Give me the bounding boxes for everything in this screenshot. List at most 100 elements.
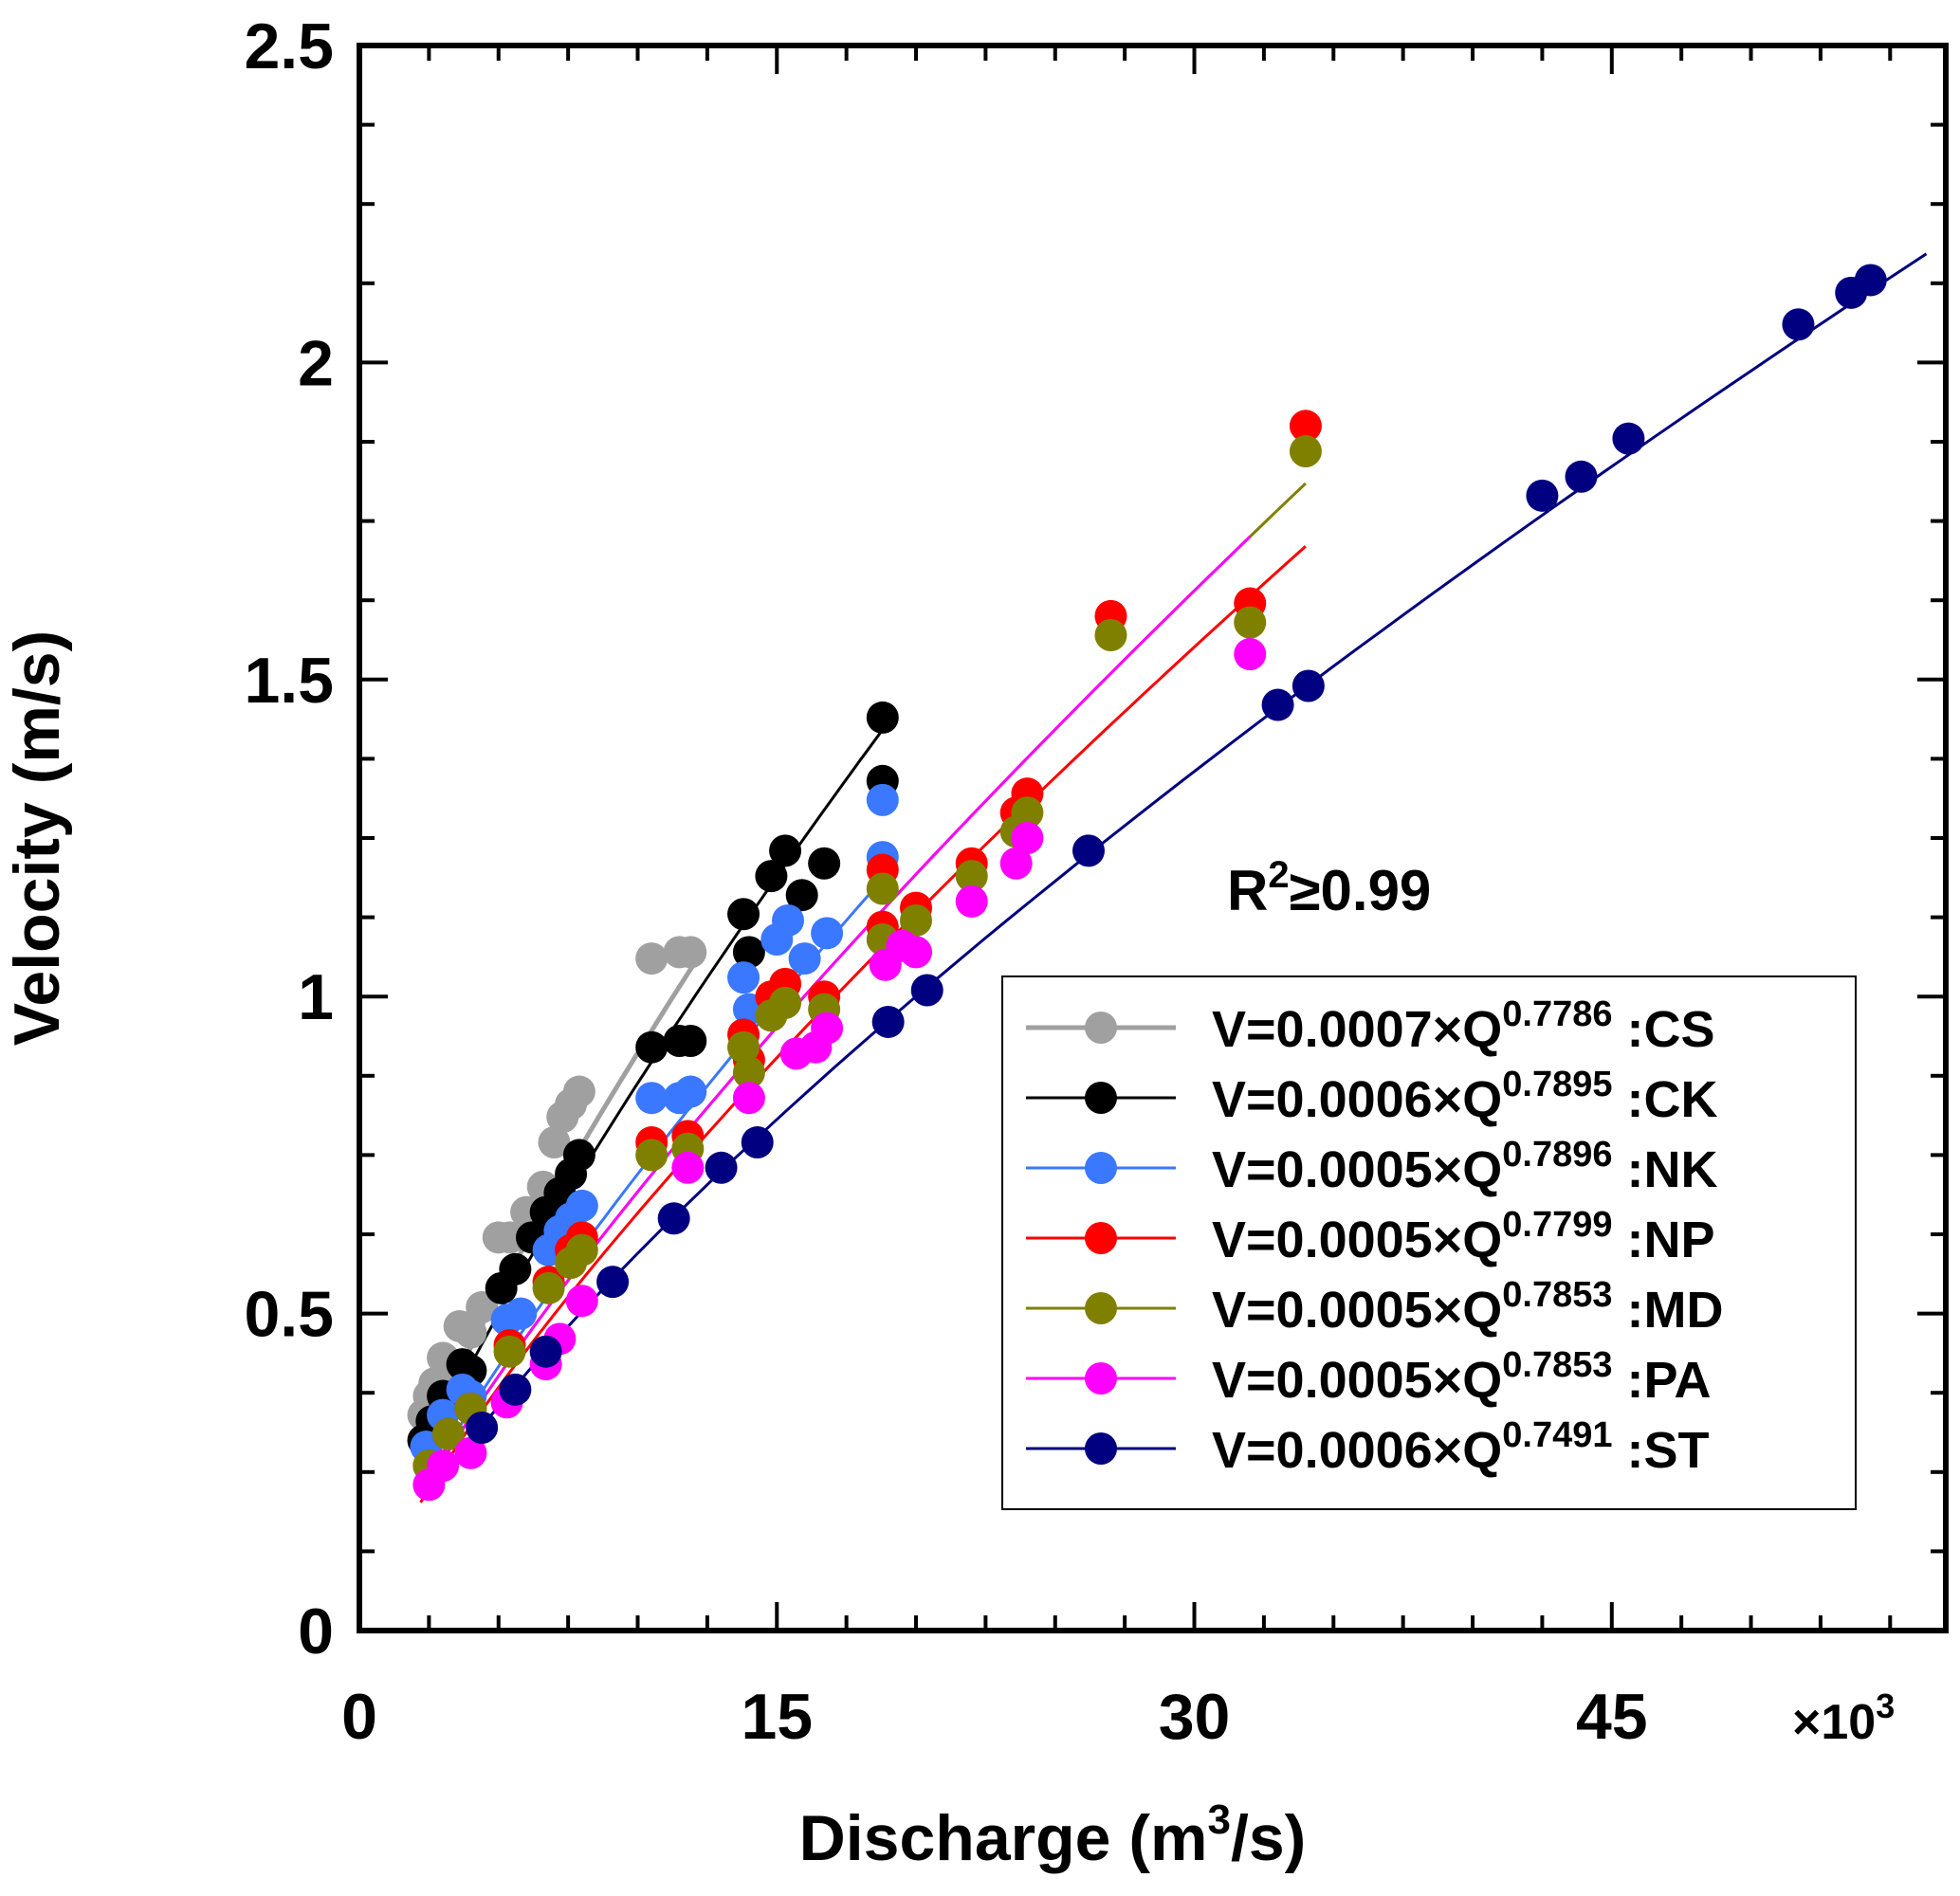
point-cs	[454, 1316, 487, 1349]
legend-label-md: V=0.0005×Q0.7853 :MD	[1212, 1275, 1723, 1339]
point-st	[657, 1202, 690, 1235]
legend-label-exponent: 0.7896	[1502, 1135, 1612, 1175]
point-pa	[1234, 638, 1267, 671]
point-md	[866, 872, 899, 905]
point-nk	[772, 903, 805, 937]
x-tick-label: 30	[1159, 1681, 1231, 1753]
point-pa	[427, 1449, 460, 1483]
legend-label-exponent: 0.7491	[1502, 1415, 1612, 1455]
legend-label-station: :NK	[1613, 1141, 1718, 1198]
tick-labels: 0 15 30 45 0 0.5 1 1.5 2 2.5	[244, 10, 1647, 1753]
legend-label-base: V=0.0006×Q	[1212, 1422, 1502, 1479]
point-ck	[635, 1030, 669, 1064]
legend-label-exponent: 0.7799	[1502, 1205, 1612, 1245]
point-md	[1011, 796, 1044, 830]
point-md	[732, 1056, 765, 1089]
point-st	[596, 1266, 630, 1299]
point-pa	[454, 1436, 487, 1469]
point-md	[532, 1271, 565, 1304]
point-st	[1612, 422, 1645, 455]
legend-label-exponent: 0.7853	[1502, 1275, 1612, 1315]
point-st	[499, 1373, 532, 1406]
point-st	[1291, 669, 1325, 702]
point-st	[1854, 264, 1887, 297]
y-tick-label: 2	[298, 327, 334, 399]
x-axis-label-sup: 3	[1207, 1796, 1230, 1843]
point-ck	[674, 1025, 707, 1058]
legend-label-station: :MD	[1613, 1282, 1724, 1339]
point-nk	[504, 1297, 538, 1330]
point-st	[1565, 460, 1598, 493]
point-st	[529, 1335, 562, 1368]
legend-marker-pa	[1085, 1362, 1117, 1395]
legend-label-station: :CK	[1613, 1071, 1718, 1128]
point-np	[1289, 410, 1322, 443]
point-md	[955, 860, 988, 893]
point-st	[1526, 479, 1559, 512]
point-nk	[811, 917, 844, 950]
point-ck	[727, 898, 760, 931]
plot-frame	[357, 43, 1949, 1633]
point-nk	[565, 1189, 598, 1222]
point-ck	[808, 847, 841, 880]
y-tick-label: 0.5	[244, 1279, 334, 1351]
y-axis-label: Velocity (m/s)	[1, 630, 73, 1046]
fit-line-st	[435, 252, 1928, 1486]
x-axis-label-main: Discharge (m	[799, 1802, 1208, 1874]
r-squared-suffix: ≥0.99	[1290, 859, 1432, 922]
point-st	[741, 1126, 774, 1159]
y-tick-label: 2.5	[244, 10, 334, 82]
point-cs	[635, 942, 669, 975]
x-axis-multiplier-base: ×10	[1792, 1695, 1876, 1750]
point-md	[900, 903, 933, 937]
point-md	[565, 1233, 598, 1267]
legend-label-ck: V=0.0006×Q0.7895 :CK	[1212, 1065, 1717, 1128]
point-st	[871, 1005, 905, 1038]
point-md	[769, 986, 802, 1019]
legend-label-nk: V=0.0005×Q0.7896 :NK	[1212, 1135, 1717, 1198]
point-pa	[811, 1012, 844, 1045]
r-squared-sup: 2	[1268, 854, 1289, 896]
point-pa	[900, 936, 933, 969]
legend-label-st: V=0.0006×Q0.7491 :ST	[1212, 1415, 1710, 1479]
point-pa	[732, 1082, 765, 1115]
point-nk	[788, 942, 821, 975]
point-md	[1094, 618, 1127, 651]
point-cs	[538, 1126, 571, 1159]
point-st	[910, 974, 943, 1007]
point-pa	[999, 847, 1033, 880]
x-axis-label: Discharge (m3/s)	[799, 1796, 1307, 1874]
x-axis-label-end: /s)	[1231, 1802, 1306, 1874]
point-st	[1261, 688, 1294, 721]
point-nk	[674, 1075, 707, 1108]
legend-label-station: :NP	[1613, 1212, 1715, 1268]
point-md	[635, 1139, 669, 1172]
legend-marker-np	[1085, 1222, 1117, 1254]
point-nk	[866, 783, 899, 816]
y-tick-label: 1.5	[244, 645, 334, 717]
legend: V=0.0007×Q0.7786 :CSV=0.0006×Q0.7895 :CK…	[1001, 975, 1857, 1510]
x-tick-label: 45	[1576, 1681, 1648, 1753]
legend-label-base: V=0.0005×Q	[1212, 1352, 1502, 1409]
point-ck	[769, 834, 802, 867]
point-ck	[732, 936, 765, 969]
y-tick-label: 1	[298, 961, 334, 1033]
point-pa	[565, 1285, 598, 1318]
data-points	[407, 264, 1887, 1502]
point-ck	[866, 701, 899, 734]
legend-marker-md	[1085, 1292, 1117, 1324]
legend-label-exponent: 0.7853	[1502, 1345, 1612, 1385]
legend-label-exponent: 0.7786	[1502, 994, 1612, 1034]
legend-label-base: V=0.0007×Q	[1212, 1001, 1502, 1058]
legend-label-base: V=0.0006×Q	[1212, 1071, 1502, 1128]
point-pa	[1011, 822, 1044, 854]
y-tick-label: 0	[298, 1595, 334, 1668]
r-squared-annotation: R2≥0.99	[1227, 854, 1431, 922]
point-cs	[493, 1221, 526, 1254]
point-ck	[499, 1252, 532, 1285]
legend-label-exponent: 0.7895	[1502, 1065, 1612, 1104]
legend-label-np: V=0.0005×Q0.7799 :NP	[1212, 1205, 1715, 1268]
legend-marker-st	[1085, 1432, 1117, 1465]
